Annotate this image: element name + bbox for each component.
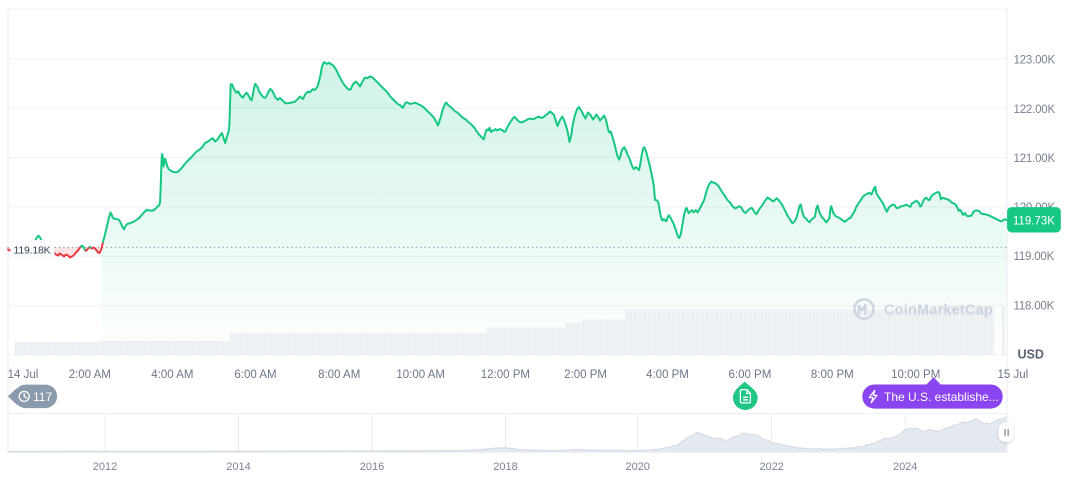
svg-text:2024: 2024: [893, 461, 917, 473]
svg-text:123.00K: 123.00K: [1014, 54, 1056, 66]
svg-text:10:00 AM: 10:00 AM: [396, 369, 445, 381]
svg-text:119.00K: 119.00K: [1014, 251, 1055, 263]
svg-text:122.00K: 122.00K: [1014, 104, 1056, 116]
svg-text:117: 117: [33, 390, 52, 404]
svg-text:8:00 AM: 8:00 AM: [318, 369, 360, 381]
svg-text:2:00 PM: 2:00 PM: [564, 369, 607, 381]
svg-text:12:00 PM: 12:00 PM: [481, 369, 530, 381]
svg-text:2018: 2018: [493, 461, 517, 473]
svg-text:2022: 2022: [759, 461, 783, 473]
svg-text:8:00 PM: 8:00 PM: [811, 369, 854, 381]
svg-text:2016: 2016: [360, 461, 384, 473]
svg-text:119.73K: 119.73K: [1013, 215, 1055, 227]
svg-text:4:00 AM: 4:00 AM: [151, 369, 193, 381]
svg-text:2:00 AM: 2:00 AM: [69, 369, 111, 381]
svg-text:2020: 2020: [625, 461, 649, 473]
svg-text:The U.S. establishe...: The U.S. establishe...: [884, 390, 999, 404]
svg-text:6:00 AM: 6:00 AM: [234, 369, 276, 381]
svg-text:121.00K: 121.00K: [1014, 153, 1056, 165]
svg-text:118.00K: 118.00K: [1014, 301, 1055, 313]
svg-text:14 Jul: 14 Jul: [8, 369, 39, 381]
svg-text:119.18K: 119.18K: [14, 245, 51, 257]
svg-text:CoinMarketCap: CoinMarketCap: [884, 303, 993, 319]
svg-text:15 Jul: 15 Jul: [997, 369, 1028, 381]
svg-text:2012: 2012: [93, 461, 117, 473]
svg-text:10:00 PM: 10:00 PM: [891, 369, 940, 381]
svg-text:2014: 2014: [226, 461, 250, 473]
svg-text:6:00 PM: 6:00 PM: [728, 369, 771, 381]
svg-text:4:00 PM: 4:00 PM: [646, 369, 689, 381]
svg-text:USD: USD: [1018, 348, 1044, 362]
